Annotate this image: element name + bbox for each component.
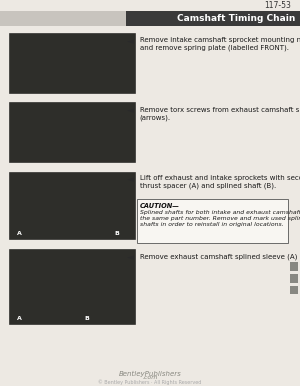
Text: Splined shafts for both intake and exhaust camshafts share
the same part number.: Splined shafts for both intake and exhau…	[140, 210, 300, 227]
Bar	[290, 262, 298, 271]
Text: Remove torx screws from exhaust camshaft sprocket
(arrows).: Remove torx screws from exhaust camshaft…	[140, 107, 300, 121]
Bar	[126, 11, 300, 26]
Text: B: B	[85, 316, 89, 321]
Bar	[9, 249, 135, 324]
Text: CAUTION—: CAUTION—	[140, 203, 180, 209]
Text: Camshaft Timing Chain: Camshaft Timing Chain	[177, 14, 296, 23]
Bar	[0, 11, 300, 26]
Text: Remove exhaust camshaft splined sleeve (A) and shaft (B).: Remove exhaust camshaft splined sleeve (…	[140, 253, 300, 260]
Text: © Bentley Publishers · All Rights Reserved: © Bentley Publishers · All Rights Reserv…	[98, 380, 202, 386]
Text: 117-53: 117-53	[264, 0, 291, 10]
Bar	[290, 286, 298, 294]
Text: B: B	[114, 231, 119, 236]
Text: Remove intake camshaft sprocket mounting nuts (arrows)
and remove spring plate (: Remove intake camshaft sprocket mounting…	[140, 37, 300, 51]
Text: A: A	[16, 231, 21, 236]
Text: ◄: ◄	[127, 107, 134, 115]
Text: .com: .com	[142, 375, 158, 380]
Text: ◄: ◄	[127, 175, 134, 184]
Bar	[9, 172, 135, 239]
Text: ◄: ◄	[127, 37, 134, 46]
Text: A: A	[16, 316, 21, 321]
Bar	[290, 274, 298, 283]
Text: BentleyPublishers: BentleyPublishers	[118, 371, 182, 377]
Bar	[9, 33, 135, 93]
Bar	[136, 199, 288, 243]
Text: Lift off exhaust and intake sprockets with secondary chain,
thrust spacer (A) an: Lift off exhaust and intake sprockets wi…	[140, 175, 300, 190]
Bar	[9, 102, 135, 162]
Text: ◄: ◄	[127, 253, 134, 262]
